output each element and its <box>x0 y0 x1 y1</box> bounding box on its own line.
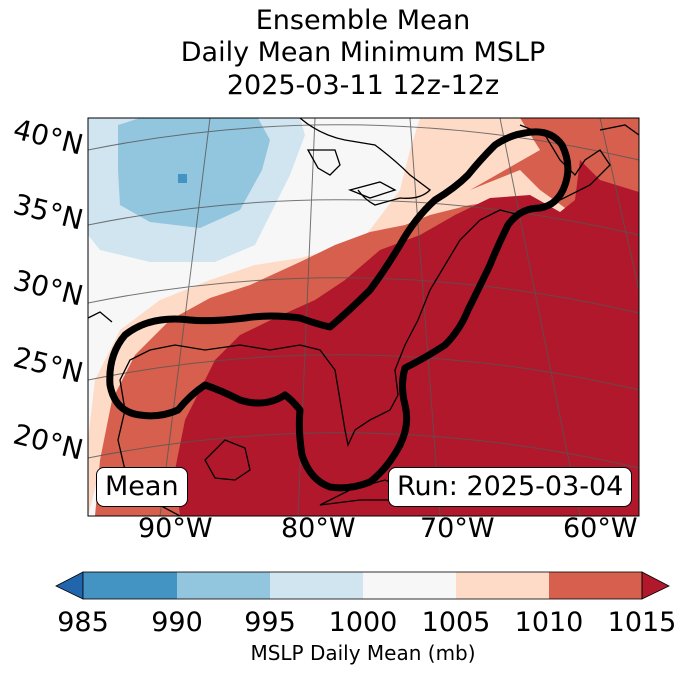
colorbar-bin-995-1000 <box>270 572 363 599</box>
meridian-70w <box>409 118 441 516</box>
colorbar-under-arrow <box>55 571 84 600</box>
lon-label-80w: 80°W <box>281 513 356 544</box>
lake-michigan <box>306 149 341 176</box>
colorbar-over-arrow <box>641 571 670 600</box>
map-frame <box>87 117 640 517</box>
meridian-60w <box>499 118 581 516</box>
colorbar-frame <box>82 571 643 600</box>
parallel-35n <box>88 199 639 236</box>
lon-label-90w: 90°W <box>138 513 213 544</box>
lon-label-70w: 70°W <box>420 513 495 544</box>
colorbar-tick: 1015 <box>607 607 677 638</box>
yucatan <box>204 439 251 481</box>
lake-erie <box>347 181 397 199</box>
great-lakes-shore <box>299 118 431 206</box>
run-date-box: Run: 2025-03-04 <box>388 467 633 507</box>
colorbar-tick: 1010 <box>514 607 584 638</box>
newfoundland <box>599 124 639 136</box>
colorbar-tick: 1005 <box>421 607 491 638</box>
title-line-1: Ensemble Mean <box>255 5 471 36</box>
mexico-coast <box>88 311 113 323</box>
lon-label-60w: 60°W <box>563 513 638 544</box>
colorbar-bin-1010-1015 <box>549 572 642 599</box>
colorbar-tick: 985 <box>57 607 109 638</box>
field-below-995 <box>118 118 270 228</box>
parallel-25n <box>88 354 639 391</box>
east-coast-gulf <box>117 124 611 516</box>
meridian-50w <box>599 118 639 291</box>
field-above-1015 <box>175 160 639 516</box>
colorbar-tick: 995 <box>244 607 296 638</box>
colorbar-bin-1005-1010 <box>456 572 549 599</box>
colorbar-tick: 990 <box>151 607 203 638</box>
field-low-cell <box>178 174 187 183</box>
map-field <box>88 118 639 516</box>
colorbar-bin-985-990 <box>83 572 177 599</box>
parallel-20n <box>88 432 639 469</box>
colorbar-bin-1000-1005 <box>363 572 456 599</box>
colorbar-bin-990-995 <box>177 572 270 599</box>
ensemble-contour <box>106 128 572 492</box>
parallel-30n <box>88 277 639 314</box>
title-line-2: Daily Mean Minimum MSLP <box>180 37 546 68</box>
colorbar <box>55 571 670 600</box>
title-line-3: 2025-03-11 12z-12z <box>226 70 500 101</box>
mean-label-box: Mean <box>96 467 188 507</box>
colorbar-label: MSLP Daily Mean (mb) <box>250 641 476 665</box>
colorbar-tick: 1000 <box>328 607 398 638</box>
